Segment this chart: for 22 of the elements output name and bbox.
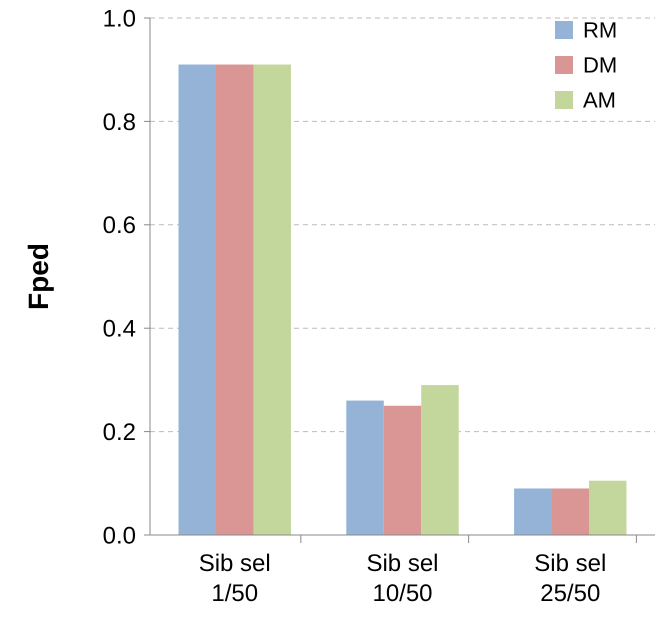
x-tick-label: Sib sel 10/50 (366, 550, 439, 607)
y-axis-title: Fped (23, 243, 54, 310)
bar (514, 488, 552, 535)
legend-label: DM (583, 52, 618, 78)
bar (589, 480, 626, 535)
bar (346, 400, 384, 535)
bar (253, 64, 291, 535)
legend-label: AM (583, 88, 616, 113)
bar (384, 406, 422, 535)
bar (178, 64, 216, 535)
bar (216, 64, 254, 535)
y-tick-label: 0.2 (102, 419, 136, 446)
y-tick-label: 1.0 (102, 5, 136, 32)
x-tick-label: Sib sel 1/50 (198, 550, 271, 607)
legend-label: RM (583, 18, 618, 43)
y-tick-label: 0.6 (102, 212, 136, 240)
x-tick-label: Sib sel 25/50 (534, 550, 606, 607)
bar (552, 488, 590, 535)
bar (421, 385, 459, 535)
y-tick-label: 0.0 (102, 522, 136, 550)
y-tick-label: 0.8 (102, 108, 136, 136)
y-tick-label: 0.4 (102, 316, 136, 343)
